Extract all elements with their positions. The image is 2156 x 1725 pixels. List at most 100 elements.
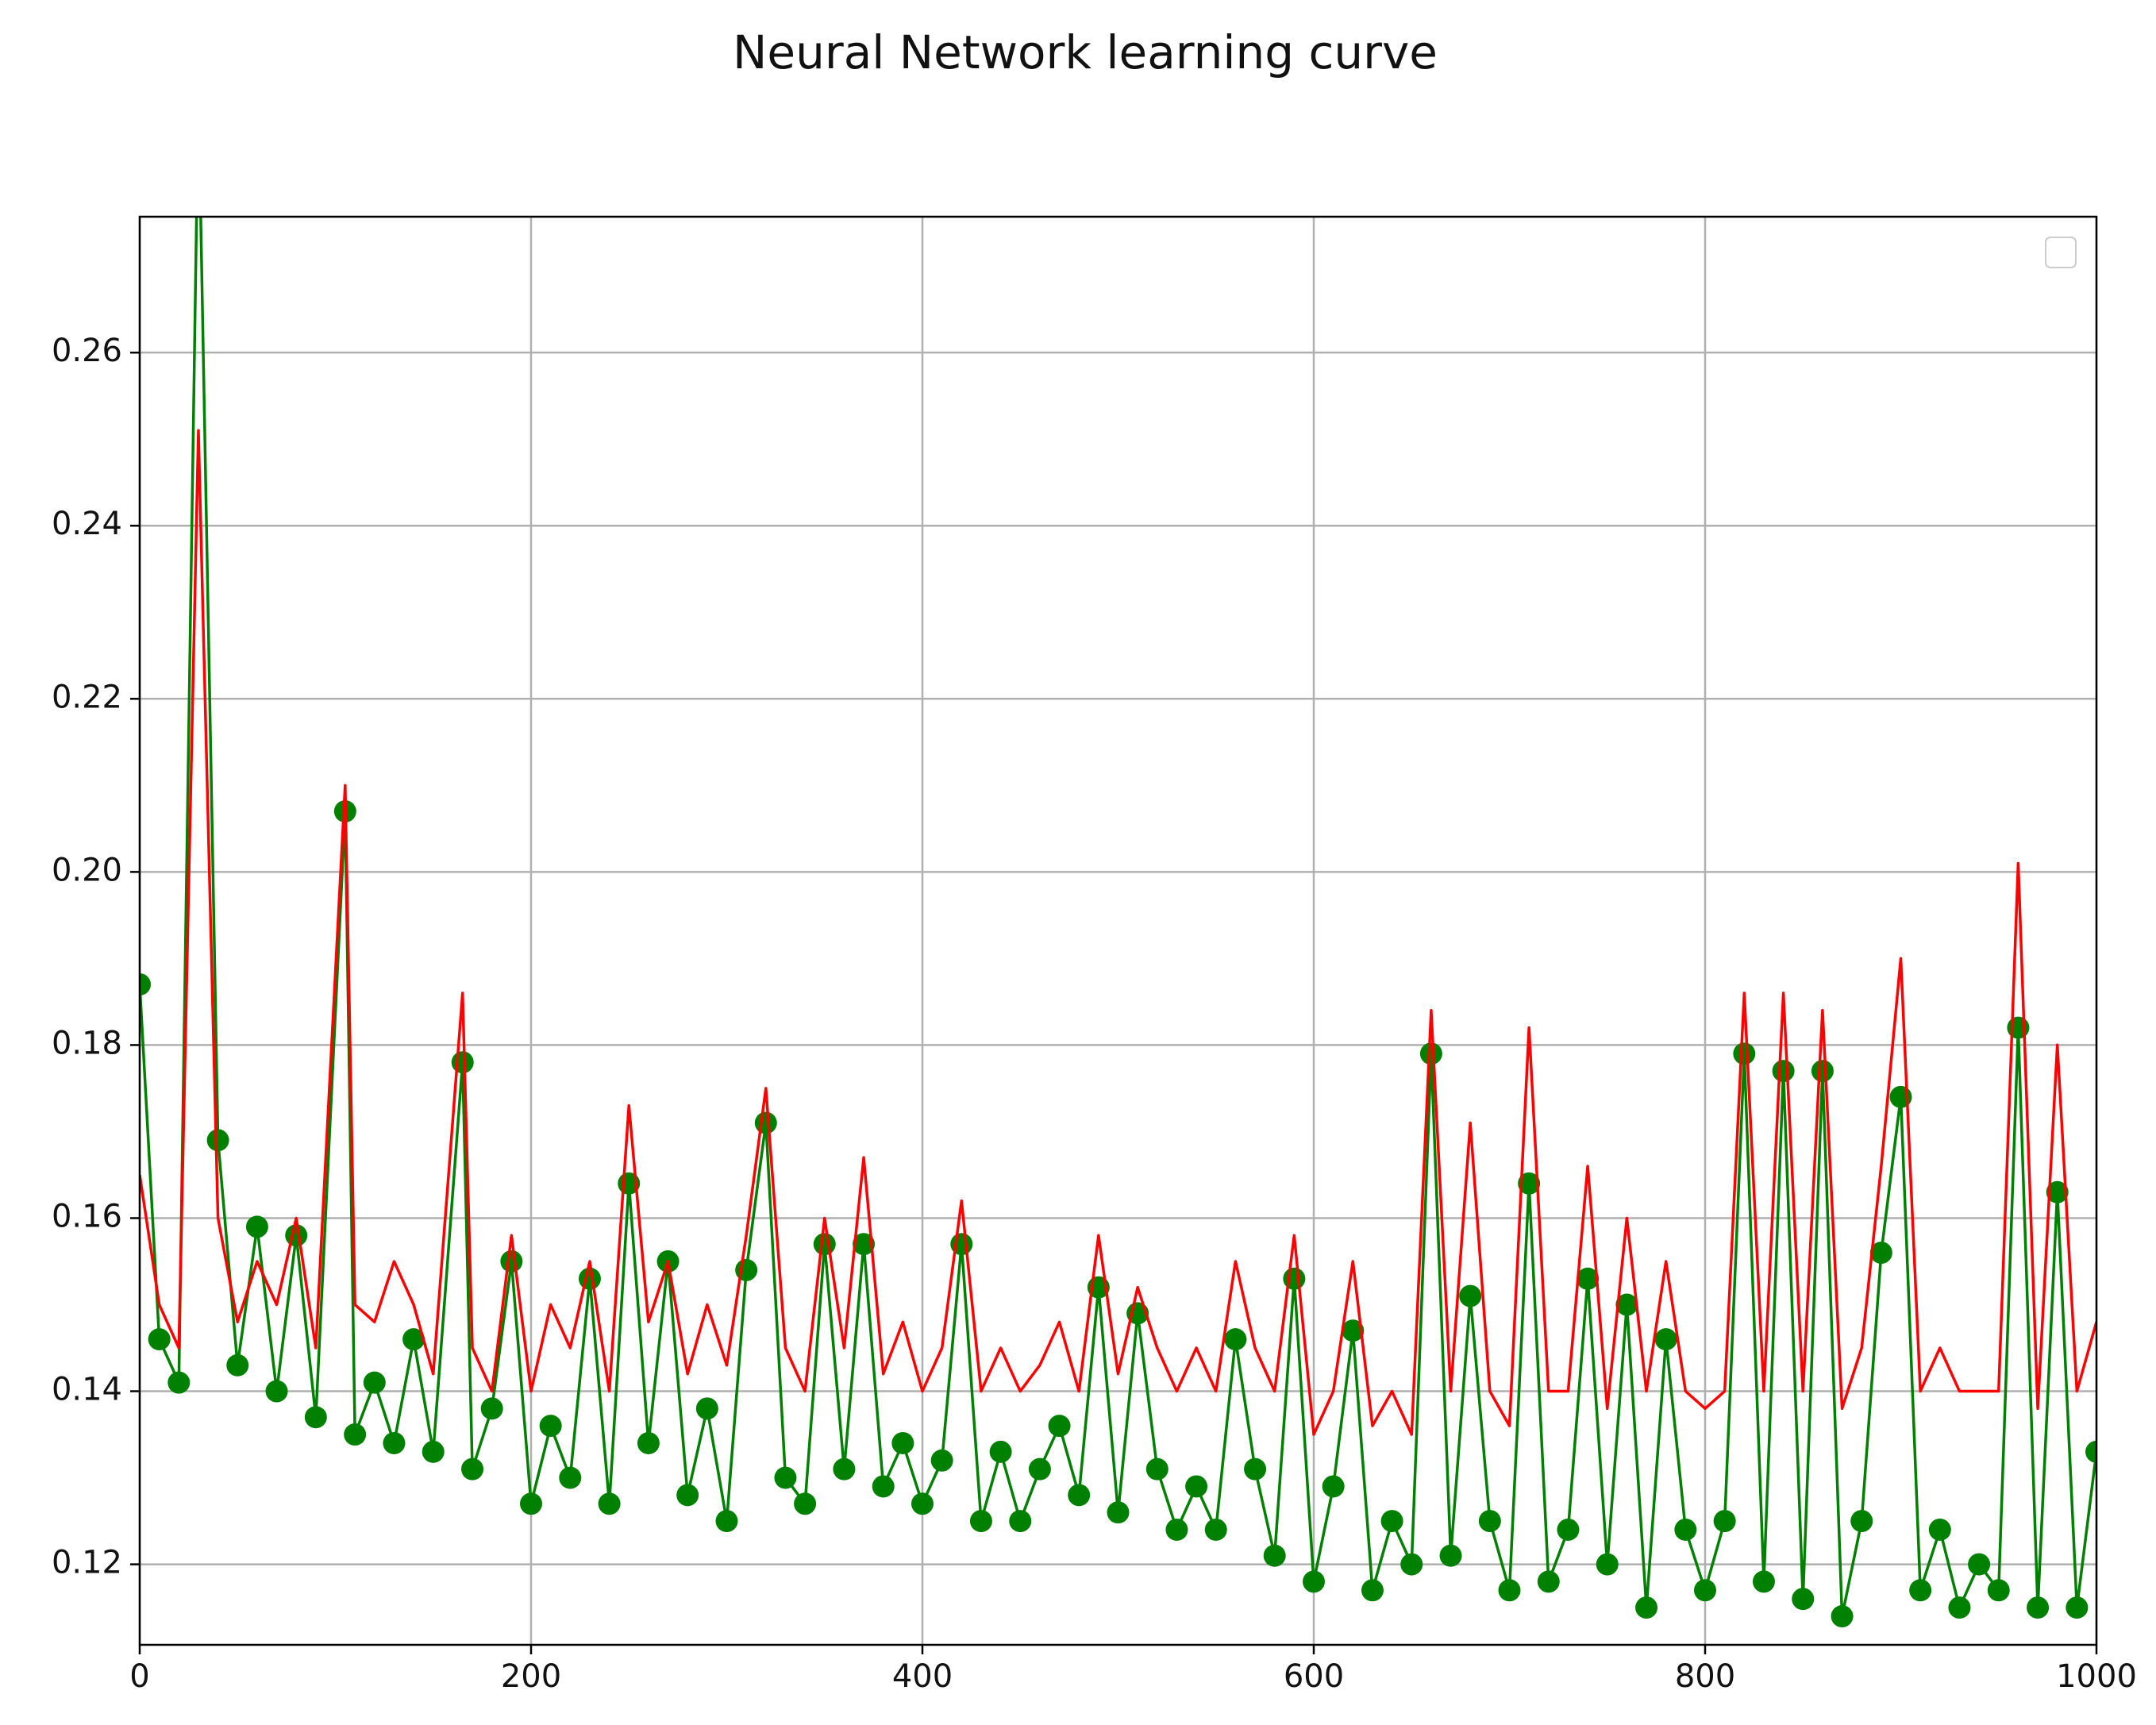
grid [138,217,2098,1645]
point [265,1380,288,1403]
point [245,1215,268,1238]
point [1048,1415,1071,1438]
point [1733,1042,1756,1065]
point [451,1051,474,1074]
point [1674,1518,1697,1541]
point [1107,1501,1130,1524]
point [148,1328,171,1351]
point [695,1397,718,1420]
point [1498,1579,1521,1602]
point [1068,1484,1091,1507]
point [1850,1510,1873,1533]
point [1459,1284,1482,1307]
point [1557,1518,1580,1541]
point [794,1492,817,1515]
point [1342,1319,1365,1342]
point [1752,1570,1775,1593]
point [2046,1180,2069,1203]
point [1577,1267,1600,1290]
point [1596,1553,1619,1576]
point [2066,1596,2089,1619]
point [1263,1544,1286,1567]
y-tick-label: 0.18 [52,1025,122,1061]
x-tick-label: 1000 [2056,1658,2137,1695]
point [480,1397,503,1420]
point [1909,1579,1932,1602]
point [1380,1510,1403,1533]
point [1439,1544,1462,1567]
point [598,1492,621,1515]
point [1518,1172,1541,1195]
point [1615,1293,1638,1316]
point [363,1371,386,1394]
point [1361,1579,1384,1602]
point [1948,1596,1971,1619]
point [1635,1596,1658,1619]
point [206,1129,229,1152]
point [754,1111,777,1134]
point [1654,1328,1677,1351]
axes: 0.12 0.14 0.16 0.18 0.20 0.22 0.24 0.26 0 200 400 6… [52,237,2137,1695]
point [930,1449,953,1472]
point [1419,1042,1442,1065]
y-tick-label: 0.12 [52,1545,122,1581]
point [1185,1475,1208,1498]
series-line [140,429,2096,1436]
x-tick-label: 600 [1284,1658,1344,1695]
point [637,1431,660,1454]
point [167,1371,191,1394]
point [1694,1579,1716,1602]
point [402,1328,425,1351]
point [676,1484,699,1507]
point [1968,1553,1991,1576]
point [813,1233,836,1256]
point [715,1510,738,1533]
point [285,1224,308,1247]
point [911,1492,934,1515]
point [774,1466,797,1489]
point [1869,1242,1892,1265]
point [559,1466,582,1489]
point [2007,1016,2030,1039]
point [1303,1570,1325,1593]
point [1400,1553,1423,1576]
point [1478,1510,1501,1533]
point [1792,1588,1815,1611]
point [304,1406,327,1429]
y-tick-label: 0.14 [52,1372,122,1408]
point [1028,1457,1051,1480]
point [1165,1518,1188,1541]
point [539,1415,562,1438]
y-tick-label: 0.20 [52,852,122,888]
point [1928,1518,1951,1541]
point [461,1457,484,1480]
plot-frame [138,215,2098,1646]
x-tick-label: 0 [129,1658,149,1695]
point [1987,1579,2010,1602]
x-tick-label: 200 [501,1658,561,1695]
point [140,973,151,996]
point [1244,1457,1267,1480]
point [969,1510,992,1533]
point [344,1423,367,1446]
chart-title: Neural Network learning curve [733,25,1438,79]
point [2085,1440,2096,1463]
point [1145,1457,1168,1480]
y-tick-label: 0.26 [52,333,122,369]
y-tick-label: 0.16 [52,1198,122,1234]
point [226,1353,249,1377]
point [833,1457,856,1480]
point [891,1431,914,1454]
point [1322,1475,1345,1498]
point [2027,1596,2050,1619]
point [1009,1510,1032,1533]
point [187,82,210,104]
point [1772,1060,1795,1083]
y-tick-label: 0.22 [52,679,122,715]
point [1224,1328,1247,1351]
y-tick-label: 0.24 [52,506,122,542]
point [422,1440,445,1463]
x-tick-label: 400 [892,1658,953,1695]
point [520,1492,542,1515]
